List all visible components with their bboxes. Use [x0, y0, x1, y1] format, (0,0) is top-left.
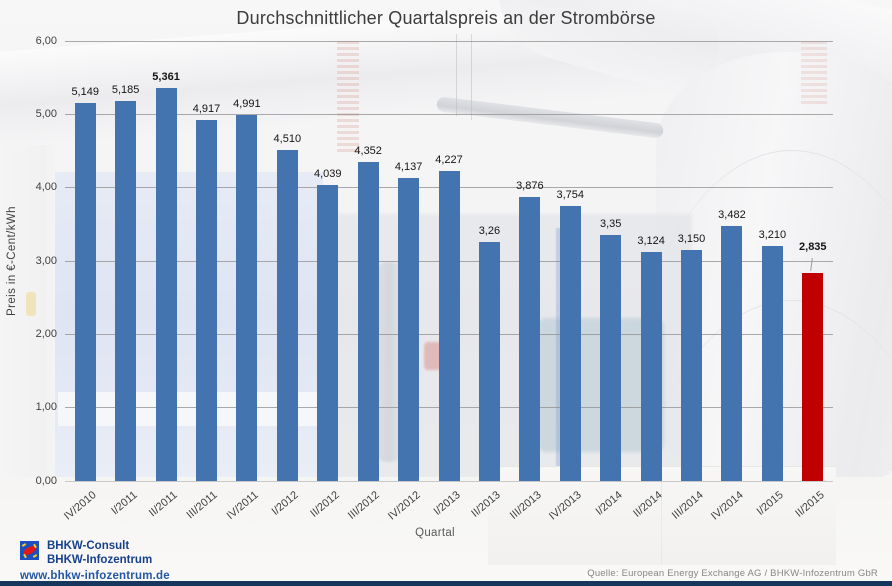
bar-value-label: 4,510 [273, 133, 302, 146]
y-tick-label: 1,00 [35, 401, 57, 414]
bar-value-label: 4,991 [233, 97, 261, 110]
bg-machinery [330, 214, 692, 480]
bar-value-label: 2,835 [799, 241, 827, 254]
bar [721, 225, 743, 481]
bar [115, 100, 137, 481]
y-tick-label: 6,00 [35, 34, 57, 47]
bar [276, 150, 298, 481]
branding-block: BHKW-Consult BHKW-Infozentrum www.bhkw-i… [20, 539, 170, 582]
source-note: Quelle: European Energy Exchange AG / BH… [587, 568, 878, 579]
bar [478, 241, 500, 481]
bar [357, 161, 379, 481]
bar-value-label: 4,227 [435, 154, 463, 167]
bar-value-label: 3,754 [556, 188, 585, 201]
bar [600, 235, 622, 481]
bg-yellow-item [26, 292, 36, 316]
bar [195, 120, 217, 481]
bar [317, 184, 339, 481]
bg-brick-column [801, 42, 827, 104]
x-axis-title: Quartal [415, 527, 455, 539]
gridline [65, 113, 833, 115]
bar [74, 103, 96, 481]
y-tick-label: 3,00 [35, 254, 57, 267]
y-tick-label: 5,00 [35, 107, 57, 120]
bar-value-label: 5,149 [71, 86, 99, 99]
bg-hanger-rod [456, 34, 457, 116]
bar [640, 251, 662, 481]
bhkw-logo-icon [20, 541, 39, 560]
bar-value-label: 3,210 [758, 228, 787, 241]
bar-value-label: 3,26 [478, 224, 501, 237]
brand-line-2: BHKW-Infozentrum [47, 554, 153, 566]
bar [236, 114, 258, 481]
bar [519, 196, 541, 481]
bar-value-label: 3,482 [718, 208, 746, 221]
bottom-bar [0, 581, 892, 586]
bar-value-label: 5,361 [152, 70, 180, 83]
bar-value-label: 5,185 [111, 83, 140, 96]
bar-value-label: 4,917 [192, 103, 221, 116]
bar-value-label: 3,35 [599, 218, 622, 231]
bar-value-label: 3,876 [516, 179, 544, 192]
bar-value-label: 4,039 [313, 167, 342, 180]
bg-pipe-dark [435, 96, 665, 139]
bar [559, 205, 581, 481]
brand-line-1: BHKW-Consult [47, 540, 130, 552]
bar [438, 171, 460, 481]
bar [155, 87, 177, 481]
bar [681, 250, 703, 481]
y-tick-label: 0,00 [35, 474, 57, 487]
bar [398, 177, 420, 481]
bar-value-label: 3,150 [677, 233, 706, 245]
chart-title: Durchschnittlicher Quartalspreis an der … [236, 8, 656, 28]
bg-hanger-rod [471, 34, 472, 120]
y-tick-label: 4,00 [35, 181, 57, 194]
bar [761, 245, 783, 481]
bar-value-label: 4,352 [354, 144, 382, 157]
bar-value-label: 3,124 [637, 234, 665, 247]
y-tick-label: 2,00 [35, 327, 57, 340]
bar [802, 273, 824, 481]
gridline [65, 40, 833, 42]
brand-url-link[interactable]: www.bhkw-infozentrum.de [20, 570, 170, 582]
bg-brick-column [337, 40, 359, 152]
bar-value-label: 4,137 [394, 160, 423, 173]
gridline [65, 480, 833, 482]
